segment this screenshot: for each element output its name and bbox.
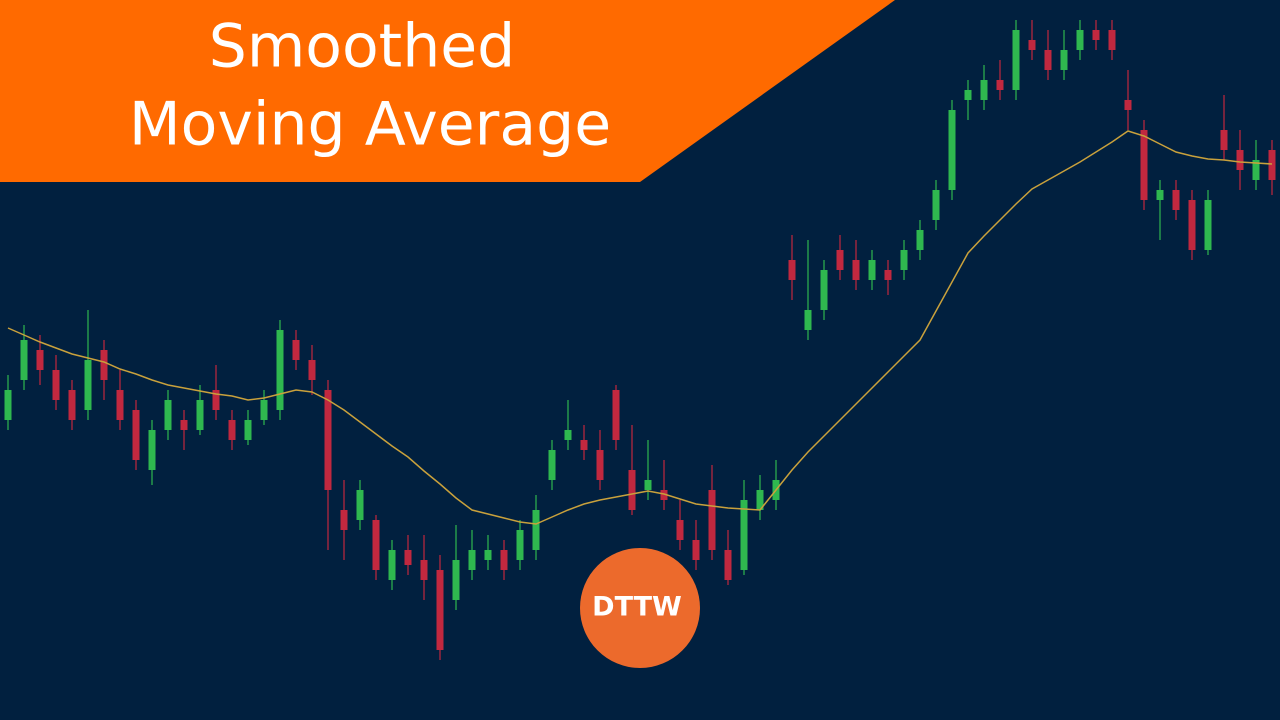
candle-body [964,90,972,100]
candle-body [1252,160,1260,180]
candle-body [212,390,220,410]
candle-body [996,80,1004,90]
candle-body [1172,190,1180,210]
candle-body [4,390,12,420]
title-line: Smoothed [209,12,516,82]
candle-body [36,350,44,370]
candle-body [1092,30,1100,40]
candle-body [1060,50,1068,70]
title-line: Moving Average [129,90,611,160]
logo-text: DTTW [592,592,682,623]
candle-body [724,550,732,580]
candle-body [740,500,748,570]
candle-body [1140,130,1148,200]
candle-body [692,540,700,560]
candle-body [1188,200,1196,250]
candle-body [436,570,444,650]
candle-body [1156,190,1164,200]
candle-body [500,550,508,570]
candle-body [484,550,492,560]
candle-body [1204,200,1212,250]
candle-body [1076,30,1084,50]
plot [4,20,1276,660]
title-banner [0,0,895,182]
candle-body [276,330,284,410]
candle-body [660,490,668,500]
candle-body [708,490,716,550]
candle-body [580,440,588,450]
candle-body [1012,30,1020,90]
candle-body [676,520,684,540]
candle-body [1124,100,1132,110]
candle-body [1028,40,1036,50]
candle-body [900,250,908,270]
candle-body [420,560,428,580]
candle-body [308,360,316,380]
candle-body [548,450,556,480]
candle-body [340,510,348,530]
candle-body [1268,150,1276,180]
candle-body [532,510,540,550]
moving-average-line [7,130,1273,525]
candle-body [804,310,812,330]
candle-body [196,400,204,430]
candle-body [852,260,860,280]
candle-body [628,470,636,510]
candle-body [20,340,28,380]
candle-body [68,390,76,420]
candle-body [84,360,92,410]
candle-body [52,370,60,400]
candle-body [916,230,924,250]
candle-body [884,270,892,280]
candle-body [132,410,140,460]
candle-body [116,390,124,420]
candle-body [372,520,380,570]
candle-body [756,490,764,510]
candle-body [1108,30,1116,50]
candle-body [868,260,876,280]
candle-body [1220,130,1228,150]
candle-body [788,260,796,280]
candle-body [564,430,572,440]
candle-body [180,420,188,430]
candle-body [596,450,604,480]
candle-body [388,550,396,580]
candle-body [244,420,252,440]
candle-body [612,390,620,440]
candle-body [948,110,956,190]
candle-body [324,390,332,490]
candle-body [468,550,476,570]
candle-body [820,270,828,310]
candle-body [100,350,108,380]
candle-body [1236,150,1244,170]
candle-body [452,560,460,600]
candle-body [164,400,172,430]
logo-badge [580,548,700,668]
candle-body [292,340,300,360]
candle-body [644,480,652,490]
candle-body [980,80,988,100]
candle-body [1044,50,1052,70]
candle-body [148,430,156,470]
candle-body [356,490,364,520]
candle-body [516,530,524,560]
candle-body [260,400,268,420]
candle-body [228,420,236,440]
candle-body [404,550,412,565]
candle-body [932,190,940,220]
candle-body [836,250,844,270]
